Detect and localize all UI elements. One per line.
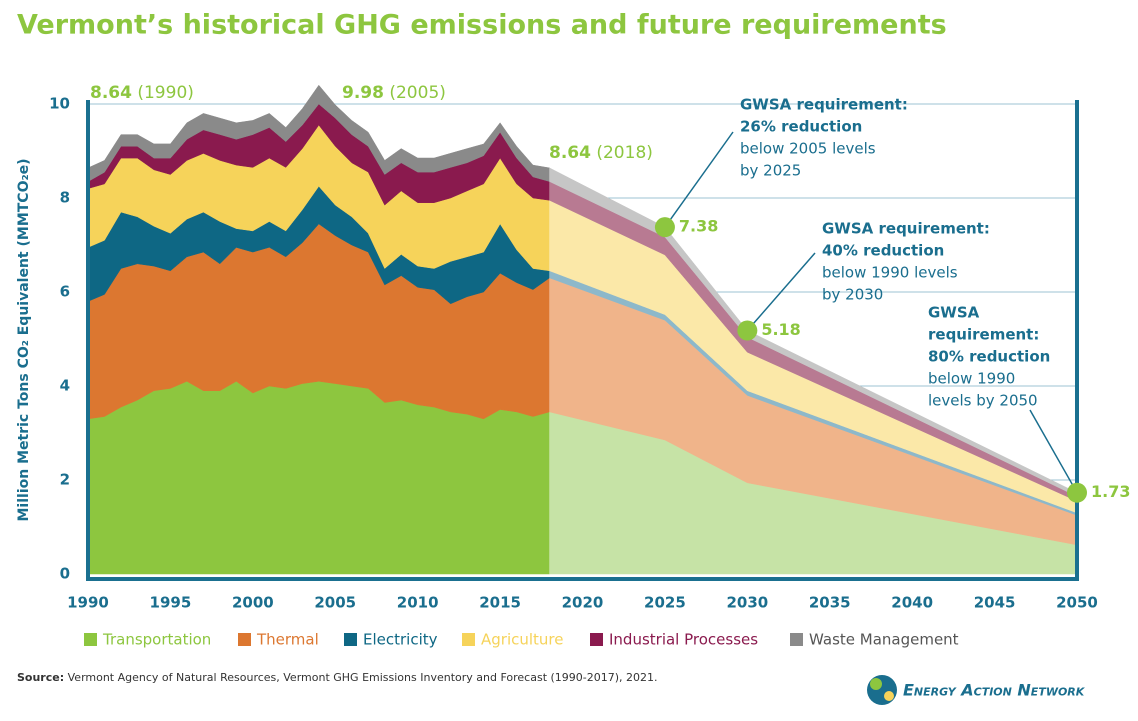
target-marker — [654, 217, 675, 238]
annotation-value: 9.98 — [342, 83, 384, 103]
target-detail: below 1990 — [928, 370, 1015, 388]
target-detail: below 1990 levels — [822, 264, 958, 282]
target-value: 1.73 — [1091, 482, 1130, 501]
legend: Transportation Thermal Electricity Agricult… — [84, 631, 959, 649]
x-tick-label: 1995 — [150, 594, 192, 612]
y-tick-label: 6 — [60, 283, 70, 301]
target-title: 80% reduction — [928, 348, 1050, 366]
y-tick-label: 4 — [60, 377, 70, 395]
x-tick-label: 2015 — [479, 594, 521, 612]
logo-icon — [867, 675, 897, 705]
x-tick-label: 2005 — [314, 594, 356, 612]
annotation: 8.64 (2018) — [549, 143, 653, 163]
target-title: GWSA — [928, 304, 980, 322]
legend-swatch — [790, 633, 803, 646]
x-tick-label: 2020 — [562, 594, 604, 612]
target-title: GWSA requirement: — [740, 96, 908, 114]
leader-line — [746, 252, 816, 332]
legend-label: Electricity — [363, 631, 438, 649]
target-marker — [737, 320, 758, 341]
x-tick-label: 2050 — [1056, 594, 1098, 612]
target-detail: by 2030 — [822, 286, 883, 304]
legend-label: Transportation — [102, 631, 211, 649]
y-tick-label: 10 — [49, 95, 70, 113]
x-tick-label: 2000 — [232, 594, 274, 612]
annotation-note: (2005) — [389, 83, 446, 103]
logo-icon-dot — [870, 678, 882, 690]
target-detail: by 2025 — [740, 162, 801, 180]
x-tick-label: 1990 — [67, 594, 109, 612]
y-tick-label: 0 — [60, 565, 70, 583]
x-tick-label: 2035 — [809, 594, 851, 612]
annotation: 8.64 (1990) — [90, 83, 194, 103]
target-detail: levels by 2050 — [928, 392, 1038, 410]
chart-title: Vermont’s historical GHG emissions and f… — [17, 10, 947, 41]
x-tick-label: 2030 — [726, 594, 768, 612]
legend-label: Industrial Processes — [609, 631, 758, 649]
legend-swatch — [344, 633, 357, 646]
target-value: 5.18 — [761, 320, 800, 339]
y-axis-label: Million Metric Tons CO₂ Equivalent (MMTC… — [16, 158, 32, 521]
annotation: 9.98 (2005) — [342, 83, 446, 103]
target-title: requirement: — [928, 326, 1039, 344]
logo: Energy Action Network — [867, 675, 1086, 705]
leader-line — [1029, 409, 1078, 494]
source: Source: Vermont Agency of Natural Resour… — [17, 671, 658, 684]
target-title: GWSA requirement: — [822, 220, 990, 238]
source-text: Vermont Agency of Natural Resources, Ver… — [68, 671, 658, 684]
target-title: 40% reduction — [822, 242, 944, 260]
legend-swatch — [590, 633, 603, 646]
y-tick-label: 8 — [60, 189, 70, 207]
legend-label: Thermal — [256, 631, 319, 649]
legend-label: Agriculture — [481, 631, 564, 649]
target-value: 7.38 — [679, 217, 718, 236]
legend-label: Waste Management — [809, 631, 959, 649]
legend-swatch — [462, 633, 475, 646]
annotation-note: (1990) — [137, 83, 194, 103]
logo-text: Energy Action Network — [903, 681, 1086, 700]
target-title: 26% reduction — [740, 118, 862, 136]
annotations: 8.64 (1990) 9.98 (2005) 8.64 (2018) 7.38 GWS… — [90, 83, 1130, 503]
annotation-value: 8.64 — [549, 143, 591, 163]
logo-icon-dot — [884, 691, 894, 701]
x-tick-label: 2025 — [644, 594, 686, 612]
target-marker — [1067, 482, 1087, 503]
legend-swatch — [238, 633, 251, 646]
target-detail: below 2005 levels — [740, 140, 876, 158]
annotation-note: (2018) — [596, 143, 653, 163]
leader-line — [664, 131, 734, 228]
y-tick-label: 2 — [60, 471, 70, 489]
annotation-value: 8.64 — [90, 83, 132, 103]
x-tick-label: 2040 — [891, 594, 933, 612]
source-label: Source: — [17, 671, 64, 684]
x-tick-label: 2045 — [974, 594, 1016, 612]
areas — [87, 84, 1078, 575]
legend-swatch — [84, 633, 97, 646]
x-tick-label: 2010 — [397, 594, 439, 612]
